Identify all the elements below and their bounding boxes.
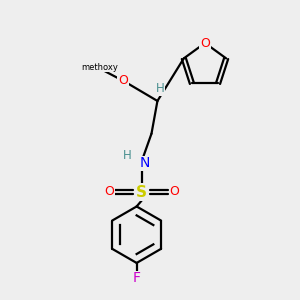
- Text: S: S: [136, 185, 147, 200]
- Text: O: O: [118, 74, 128, 87]
- Text: F: F: [133, 272, 141, 285]
- Text: O: O: [200, 37, 210, 50]
- Text: N: N: [140, 156, 150, 170]
- Text: O: O: [169, 185, 179, 198]
- Text: methoxy: methoxy: [81, 63, 118, 72]
- Text: H: H: [123, 149, 132, 162]
- Text: H: H: [155, 82, 164, 95]
- Text: O: O: [104, 185, 114, 198]
